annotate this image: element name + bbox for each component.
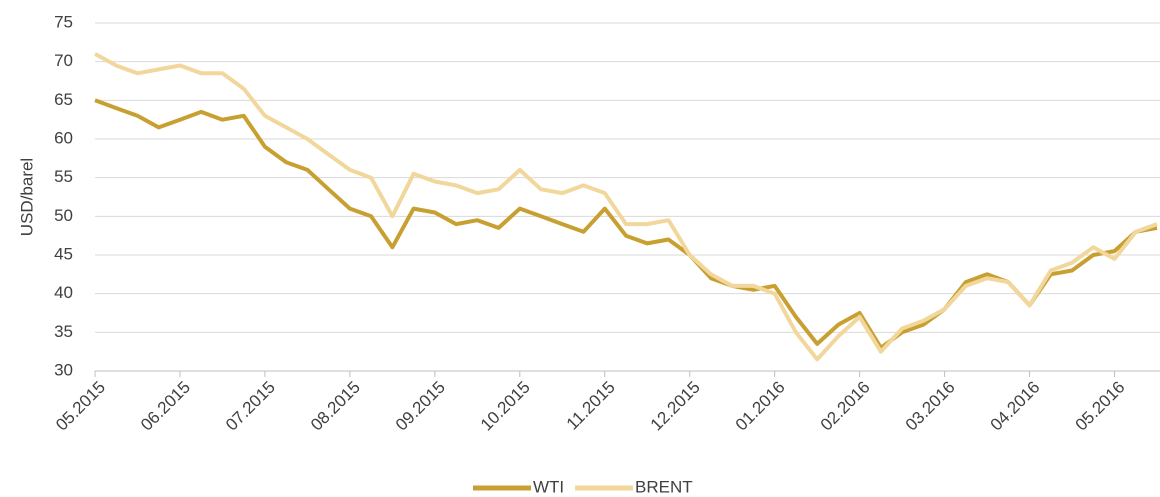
y-tick-label: 30 <box>54 360 73 379</box>
legend-label: BRENT <box>635 477 693 496</box>
x-tick-label: 09.2015 <box>392 378 449 435</box>
x-tick-label: 03.2016 <box>902 378 959 435</box>
y-tick-label: 35 <box>54 322 73 341</box>
y-tick-label: 45 <box>54 244 73 263</box>
x-tick-label: 06.2015 <box>137 378 194 435</box>
y-tick-label: 70 <box>54 51 73 70</box>
x-tick-label: 04.2016 <box>987 378 1044 435</box>
y-tick-label: 60 <box>54 128 73 147</box>
x-tick-label: 05.2015 <box>52 378 109 435</box>
y-tick-label: 55 <box>54 167 73 186</box>
y-tick-label: 65 <box>54 90 73 109</box>
x-tick-label: 07.2015 <box>222 378 279 435</box>
legend-label: WTI <box>533 477 564 496</box>
x-tick-label: 11.2015 <box>563 378 619 434</box>
x-tick-label: 02.2016 <box>817 378 874 435</box>
y-axis-label: USD/barel <box>17 158 36 236</box>
y-tick-label: 40 <box>54 283 73 302</box>
x-tick-label: 12.2015 <box>647 378 704 435</box>
x-tick-label: 01.2016 <box>732 378 789 435</box>
x-tick-label: 10.2015 <box>477 378 534 435</box>
line-series <box>94 52 1158 362</box>
line-series <box>94 98 1158 350</box>
x-tick-label: 05.2016 <box>1072 378 1129 435</box>
y-tick-label: 75 <box>54 12 73 31</box>
x-tick-label: 08.2015 <box>307 378 364 435</box>
y-tick-label: 50 <box>54 206 73 225</box>
